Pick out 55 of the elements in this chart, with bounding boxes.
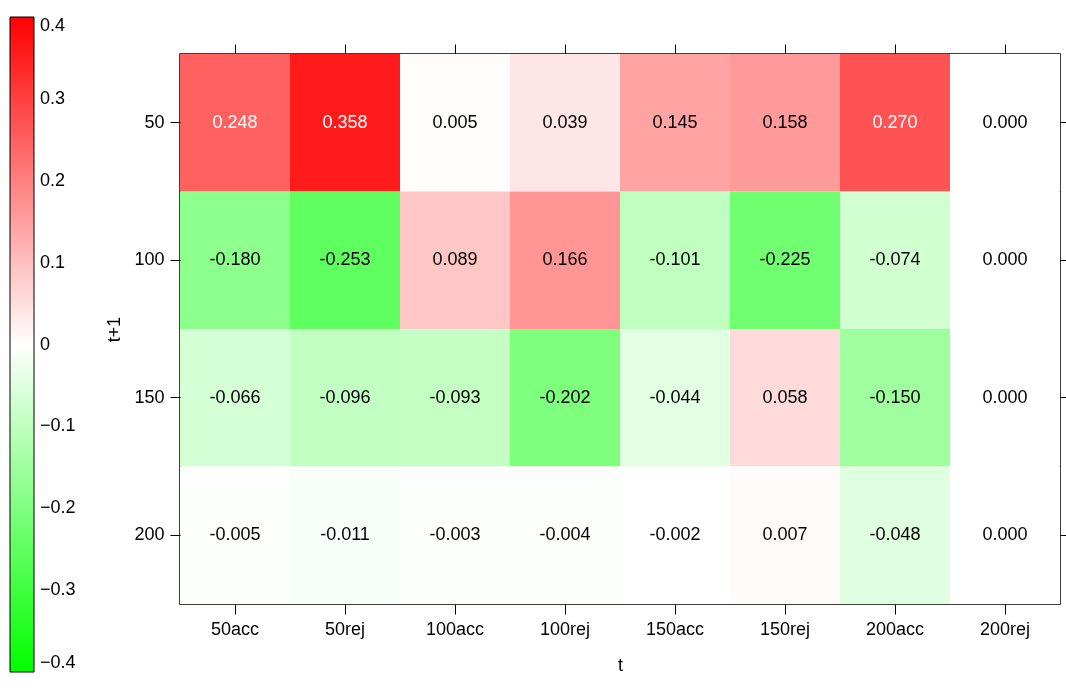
- data-label: -0.150: [869, 386, 921, 407]
- data-label: 0.158: [762, 111, 808, 132]
- y-tick-label: 50: [144, 111, 165, 132]
- x-tick-label: 50acc: [210, 618, 260, 639]
- color-bar-label: 0: [40, 333, 51, 354]
- data-label: 0.058: [762, 386, 808, 407]
- data-label: 0.000: [982, 386, 1028, 407]
- data-label: 0.089: [432, 249, 478, 270]
- data-label: -0.101: [649, 249, 701, 270]
- data-label: 0.166: [542, 249, 588, 270]
- data-label: 0.000: [982, 111, 1028, 132]
- data-label: 0.005: [432, 111, 478, 132]
- data-label: -0.093: [429, 386, 481, 407]
- data-label: 0.145: [652, 111, 698, 132]
- data-label: -0.003: [429, 524, 481, 545]
- y-tick-label: 150: [134, 386, 165, 407]
- data-label: -0.202: [539, 386, 591, 407]
- data-label: 0.248: [212, 111, 258, 132]
- data-label: -0.004: [539, 524, 591, 545]
- x-tick-label: 100acc: [425, 618, 485, 639]
- color-bar-label: −0.4: [40, 652, 76, 672]
- data-label: -0.180: [209, 249, 261, 270]
- data-label: 0.000: [982, 524, 1028, 545]
- y-tick-label: 200: [134, 524, 165, 545]
- x-tick-label: 200acc: [865, 618, 925, 639]
- data-label: -0.225: [759, 249, 811, 270]
- x-tick-label: 150rej: [759, 618, 811, 639]
- x-tick-label: 200rej: [979, 618, 1031, 639]
- x-tick-label: 100rej: [539, 618, 591, 639]
- color-bar-label: 0.3: [40, 87, 66, 108]
- color-bar-label: −0.3: [40, 579, 76, 600]
- x-axis-title: t: [617, 654, 624, 675]
- data-label: 0.000: [982, 249, 1028, 270]
- data-label: 0.007: [762, 524, 808, 545]
- data-label: 0.270: [872, 111, 918, 132]
- color-bar-label: 0.4: [40, 15, 66, 35]
- data-label: 0.039: [542, 111, 588, 132]
- y-axis-title: t+1: [104, 316, 125, 343]
- data-label: -0.066: [209, 386, 261, 407]
- x-tick-label: 50rej: [324, 618, 366, 639]
- data-label: -0.096: [319, 386, 371, 407]
- data-label: -0.044: [649, 386, 701, 407]
- y-tick-label: 100: [134, 249, 165, 270]
- data-label: -0.253: [319, 249, 371, 270]
- data-label: -0.011: [320, 524, 370, 545]
- data-label: -0.005: [209, 524, 261, 545]
- data-label: -0.048: [869, 524, 921, 545]
- data-label: 0.358: [322, 111, 368, 132]
- color-bar-label: −0.1: [40, 415, 76, 436]
- data-label: -0.074: [869, 249, 921, 270]
- x-tick-label: 150acc: [645, 618, 705, 639]
- color-bar-label: 0.2: [40, 169, 66, 190]
- data-label: -0.002: [649, 524, 701, 545]
- color-bar-label: −0.2: [40, 497, 76, 518]
- color-bar-label: 0.1: [40, 251, 66, 272]
